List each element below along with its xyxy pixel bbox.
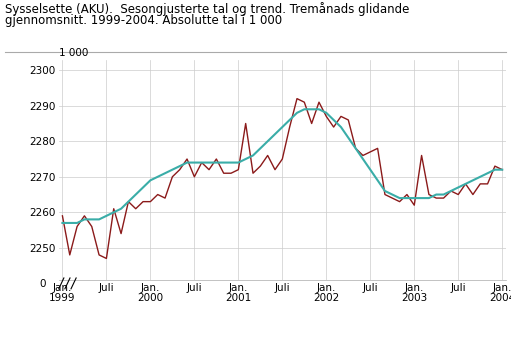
Text: gjennomsnitt. 1999-2004. Absolutte tal i 1 000: gjennomsnitt. 1999-2004. Absolutte tal i… xyxy=(5,14,282,27)
Text: 0: 0 xyxy=(39,279,46,289)
Text: 1 000: 1 000 xyxy=(59,48,88,58)
Text: Sysselsette (AKU).  Sesongjusterte tal og trend. Tremånads glidande: Sysselsette (AKU). Sesongjusterte tal og… xyxy=(5,2,409,16)
